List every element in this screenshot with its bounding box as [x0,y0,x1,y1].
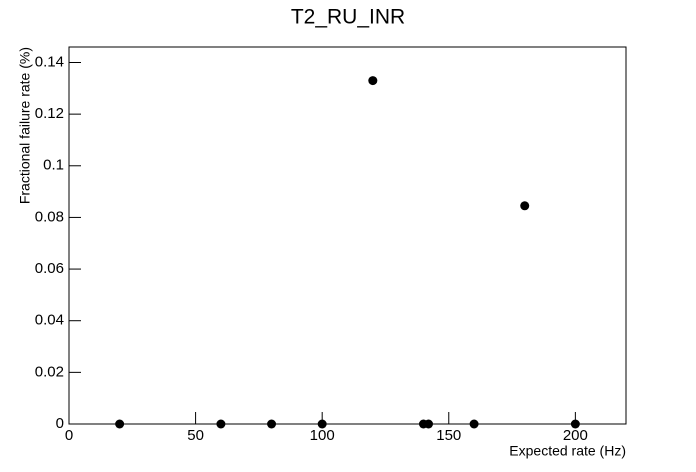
y-tick-label: 0.1 [43,157,64,174]
x-tick-label: 150 [436,427,461,444]
x-tick-label: 50 [187,427,204,444]
point [216,419,226,429]
x-tick-label: 100 [310,427,335,444]
y-tick-label: 0 [56,415,64,432]
y-tick-label: 0.08 [35,208,64,225]
point [115,419,125,429]
y-axis-label: Fractional failure rate (%) [17,47,33,204]
point [317,419,327,429]
x-tick-label: 200 [563,427,588,444]
point [520,201,530,211]
chart-title: T2_RU_INR [291,6,405,29]
point [570,419,580,429]
point [424,419,434,429]
y-tick-label: 0.06 [35,260,64,277]
x-axis-label: Expected rate (Hz) [509,443,626,459]
y-tick-label: 0.14 [35,53,64,70]
x-tick-label: 0 [65,427,73,444]
point [368,76,378,86]
point [469,419,479,429]
y-tick-label: 0.04 [35,312,64,329]
point [267,419,277,429]
y-tick-label: 0.02 [35,363,64,380]
plot-frame [68,46,627,425]
y-tick-label: 0.12 [35,105,64,122]
